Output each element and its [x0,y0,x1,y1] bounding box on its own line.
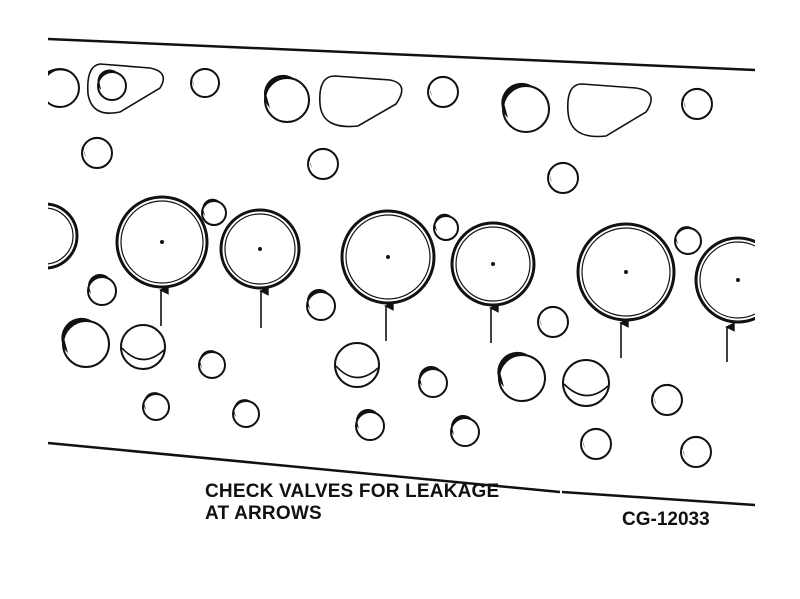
oval-water-port [318,75,403,128]
valve-seat [115,195,209,289]
bolt-hole [497,351,546,402]
figure-caption: CHECK VALVES FOR LEAKAGE AT ARROWS [205,481,499,525]
dowel-plug [120,324,166,370]
valve-seat [450,221,536,307]
valve-seat [219,208,301,290]
dowel-plug [334,342,380,388]
lower-row-holes [61,273,712,468]
bolt-hole [674,226,702,255]
figure-code: CG-12033 [622,509,710,530]
bolt-hole [501,82,550,133]
bolt-hole [537,305,569,338]
caption-line-1: CHECK VALVES FOR LEAKAGE [205,481,500,502]
bolt-hole [263,74,310,123]
caption-line-2: AT ARROWS [205,503,322,524]
oval-water-port [86,63,165,114]
bolt-hole [547,161,579,194]
second-row-holes [81,136,702,255]
valve-seat [340,209,436,305]
leakage-arrows [159,285,735,362]
bolt-hole [61,317,110,368]
bolt-hole [427,75,459,108]
deck-bottom-edge [47,441,561,494]
deck-bottom-edge-right [561,490,756,507]
deck-top-edge [47,37,756,72]
bolt-hole [142,392,170,421]
valve-row [48,195,755,324]
bolt-hole [433,213,459,241]
bolt-hole [232,399,260,428]
bolt-hole [306,288,336,321]
bolt-hole [580,427,612,460]
valve-seat [576,222,676,322]
dowel-plug [562,359,610,407]
bolt-hole [198,350,226,379]
bolt-hole [450,414,480,447]
bolt-hole [418,365,448,398]
bolt-hole [307,147,339,180]
valve-seat [694,236,755,324]
bolt-hole [201,198,227,226]
bolt-hole [355,408,385,441]
bolt-hole [681,87,713,120]
bolt-hole [680,435,712,468]
bolt-hole [651,383,683,416]
valve-partial-left [48,202,79,270]
top-row-holes [48,63,713,138]
bolt-hole [81,136,113,169]
oval-water-port [566,83,652,138]
bolt-hole [48,68,80,108]
bolt-hole [87,273,117,306]
bolt-hole [190,68,220,98]
